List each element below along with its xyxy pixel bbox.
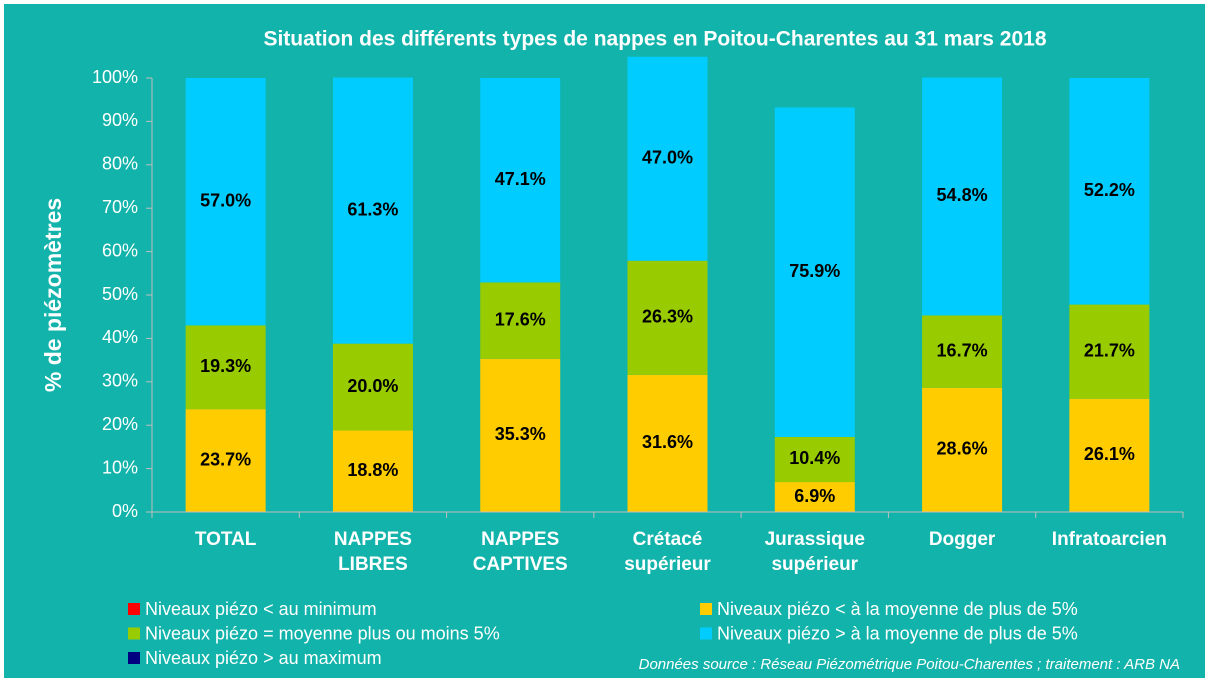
y-tick-label: 0%: [112, 501, 138, 521]
x-tick-label: Jurassique supérieur: [765, 529, 865, 575]
y-tick-label: 10%: [102, 457, 138, 477]
data-label: 26.3%: [642, 307, 693, 327]
data-label: 20.0%: [347, 376, 398, 396]
bar-segment: [185, 78, 266, 326]
x-tick-label-line: CAPTIVES: [473, 554, 568, 575]
data-label: 75.9%: [789, 261, 840, 281]
bar-segment: [185, 325, 266, 410]
y-tick-label: 70%: [102, 197, 138, 217]
y-axis-label: % de piézomètres: [40, 198, 66, 392]
x-tick-label-line: LIBRES: [338, 554, 408, 575]
bar-segment: [922, 77, 1003, 316]
bar-segment: [774, 436, 855, 483]
data-label: 61.3%: [347, 199, 398, 219]
bar-segment: [1069, 304, 1150, 399]
bar-segment: [480, 282, 561, 359]
x-tick-label-line: TOTAL: [195, 529, 257, 550]
y-tick-label: 20%: [102, 414, 138, 434]
data-label: 6.9%: [794, 486, 835, 506]
background: [4, 4, 1205, 678]
bar-segment: [332, 77, 413, 344]
legend-swatch: [700, 627, 712, 640]
data-label: 17.6%: [495, 309, 546, 329]
bar-segment: [332, 430, 413, 512]
x-tick-label-line: supérieur: [624, 554, 711, 575]
legend-label: Niveaux piézo < à la moyenne de plus de …: [717, 599, 1078, 619]
data-label: 19.3%: [200, 356, 251, 376]
legend-label: Niveaux piézo < au minimum: [145, 599, 377, 619]
legend-label: Niveaux piézo = moyenne plus ou moins 5%: [145, 623, 500, 643]
x-tick-label-line: Jurassique: [765, 529, 865, 550]
data-label: 57.0%: [200, 190, 251, 210]
data-label: 35.3%: [495, 424, 546, 444]
bar-segment: [1069, 398, 1150, 512]
bar-segment: [774, 107, 855, 437]
x-tick-label: NAPPES CAPTIVES: [473, 529, 568, 575]
y-tick-label: 100%: [92, 67, 138, 87]
bar-segment: [627, 56, 708, 261]
data-label: 23.7%: [200, 449, 251, 469]
x-tick-label-line: NAPPES: [334, 529, 412, 550]
bar-segment: [332, 343, 413, 431]
bar-segment: [922, 387, 1003, 512]
x-tick-label: Infratoarcien: [1052, 529, 1167, 550]
bar-segment: [185, 409, 266, 512]
y-tick-label: 40%: [102, 327, 138, 347]
data-label: 10.4%: [789, 448, 840, 468]
data-label: 54.8%: [937, 185, 988, 205]
bar-segment: [480, 358, 561, 512]
x-tick-label: Crétacé supérieur: [624, 529, 711, 575]
legend-label: Niveaux piézo > au maximum: [145, 648, 382, 668]
legend-swatch: [128, 603, 140, 615]
legend-label: Niveaux piézo > à la moyenne de plus de …: [717, 623, 1078, 643]
y-tick-label: 50%: [102, 284, 138, 304]
x-tick-label: NAPPES LIBRES: [334, 529, 412, 575]
legend-swatch: [128, 627, 140, 640]
data-label: 47.0%: [642, 147, 693, 167]
legend-swatch: [128, 652, 140, 664]
legend-swatch: [700, 603, 712, 615]
x-tick-label-line: Dogger: [929, 529, 996, 550]
data-label: 18.8%: [347, 460, 398, 480]
bar-segment: [922, 315, 1003, 388]
x-tick-label-line: Crétacé: [633, 529, 703, 550]
x-tick-label: TOTAL: [195, 529, 257, 550]
bar-segment: [480, 78, 561, 283]
x-tick-label-line: Infratoarcien: [1052, 529, 1167, 550]
y-tick-label: 80%: [102, 154, 138, 174]
bar-segment: [627, 260, 708, 375]
bar-segment: [774, 482, 855, 512]
data-label: 31.6%: [642, 432, 693, 452]
data-label: 28.6%: [937, 439, 988, 459]
bar-segment: [1069, 78, 1150, 305]
chart-title: Situation des différents types de nappes…: [263, 28, 1046, 51]
bar-segment: [627, 374, 708, 512]
x-tick-label: Dogger: [929, 529, 996, 550]
y-tick-label: 90%: [102, 110, 138, 130]
data-label: 26.1%: [1084, 444, 1135, 464]
data-label: 47.1%: [495, 169, 546, 189]
data-label: 52.2%: [1084, 180, 1135, 200]
y-tick-label: 30%: [102, 371, 138, 391]
data-label: 16.7%: [937, 340, 988, 360]
data-label: 21.7%: [1084, 340, 1135, 360]
x-tick-label-line: NAPPES: [481, 529, 559, 550]
x-tick-label-line: supérieur: [771, 554, 858, 575]
y-tick-label: 60%: [102, 240, 138, 260]
source-note: Données source : Réseau Piézométrique Po…: [639, 656, 1180, 673]
